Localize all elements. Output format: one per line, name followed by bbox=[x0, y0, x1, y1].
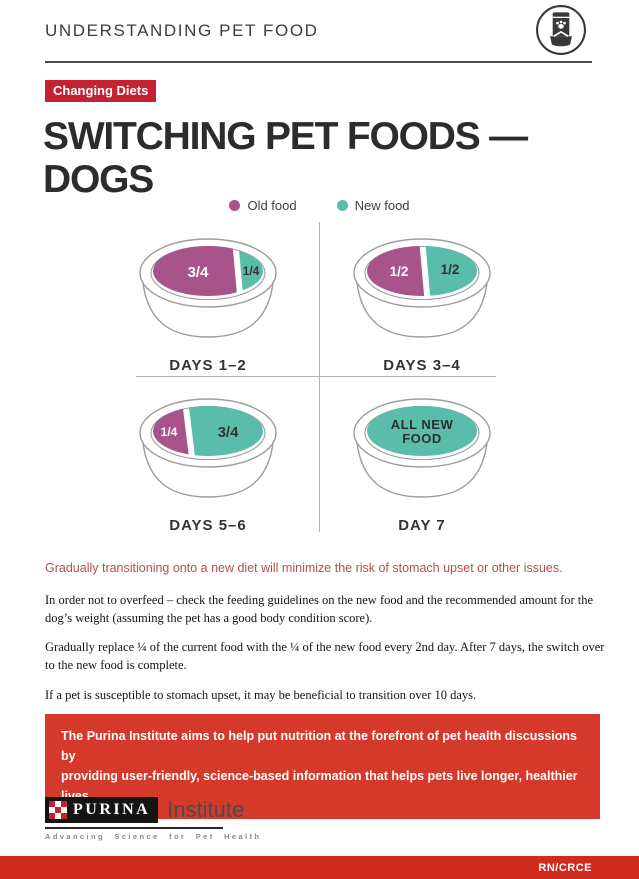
callout-line-1: The Purina Institute aims to help put nu… bbox=[61, 729, 577, 763]
section-badge: Changing Diets bbox=[45, 80, 157, 102]
paragraph-stomach-upset: If a pet is susceptible to stomach upset… bbox=[45, 687, 477, 702]
legend-label-old: Old food bbox=[247, 198, 297, 213]
bowl-graphic: ALL NEW FOOD bbox=[353, 398, 491, 498]
brand-name: PURINA bbox=[73, 801, 151, 818]
old-fraction-label: 3/4 bbox=[188, 264, 210, 281]
all-new-food-label-line2: FOOD bbox=[402, 431, 442, 446]
bowl-diagram-day-7: ALL NEW FOOD DAY 7 bbox=[322, 389, 522, 534]
header-divider bbox=[45, 61, 592, 63]
legend-item-old-food: Old food bbox=[229, 198, 297, 213]
body-copy: In order not to overfeed – check the fee… bbox=[45, 591, 605, 715]
bowl-label: DAYS 3–4 bbox=[383, 357, 461, 374]
old-food-dot-icon bbox=[229, 200, 241, 211]
paragraph-replace-quarter: Gradually replace ¼ of the current food … bbox=[45, 640, 605, 673]
purina-wordmark: PURINA bbox=[45, 797, 159, 823]
brand-suffix: Institute bbox=[167, 797, 245, 822]
page-title: SWITCHING PET FOODS — DOGS bbox=[43, 115, 528, 201]
document-code: RN/CRCE bbox=[538, 861, 592, 874]
legend-label-new: New food bbox=[354, 198, 410, 213]
new-fraction-label: 3/4 bbox=[218, 424, 240, 441]
bowl-diagram-days-5-6: 1/4 3/4 DAYS 5–6 bbox=[108, 389, 308, 534]
vertical-divider bbox=[319, 222, 320, 532]
bowl-graphic: 1/4 3/4 bbox=[139, 398, 277, 498]
purina-institute-logo: PURINA Institute Advancing Science for P… bbox=[45, 797, 261, 841]
new-fraction-label: 1/4 bbox=[243, 264, 260, 278]
bowl-diagram-days-1-2: 3/4 1/4 DAYS 1–2 bbox=[108, 229, 308, 374]
highlight-sentence: Gradually transitioning onto a new diet … bbox=[45, 561, 563, 575]
legend: Old food New food bbox=[0, 198, 639, 213]
page-header-title: UNDERSTANDING PET FOOD bbox=[45, 21, 319, 40]
old-fraction-label: 1/4 bbox=[161, 425, 178, 439]
pet-food-bag-bowl-icon bbox=[536, 5, 586, 55]
new-fraction-label: 1/2 bbox=[441, 262, 460, 277]
paragraph-overfeed: In order not to overfeed – check the fee… bbox=[45, 593, 594, 626]
old-fraction-label: 1/2 bbox=[390, 264, 409, 279]
logo-divider bbox=[45, 827, 223, 829]
all-new-food-label-line1: ALL NEW bbox=[391, 417, 454, 432]
bowl-graphic: 1/2 1/2 bbox=[353, 238, 491, 338]
bowl-diagram-days-3-4: 1/2 1/2 DAYS 3–4 bbox=[322, 229, 522, 374]
bowl-graphic: 3/4 1/4 bbox=[139, 238, 277, 338]
horizontal-divider bbox=[136, 376, 496, 377]
footer-bar: RN/CRCE bbox=[0, 856, 639, 879]
new-food-dot-icon bbox=[336, 200, 348, 211]
bowl-label: DAY 7 bbox=[398, 517, 446, 534]
bowl-label: DAYS 1–2 bbox=[169, 357, 247, 374]
bowl-label: DAYS 5–6 bbox=[169, 517, 247, 534]
brand-tagline: Advancing Science for Pet Health bbox=[45, 831, 262, 841]
legend-item-new-food: New food bbox=[336, 198, 410, 213]
purina-checkerboard-icon bbox=[49, 801, 67, 819]
